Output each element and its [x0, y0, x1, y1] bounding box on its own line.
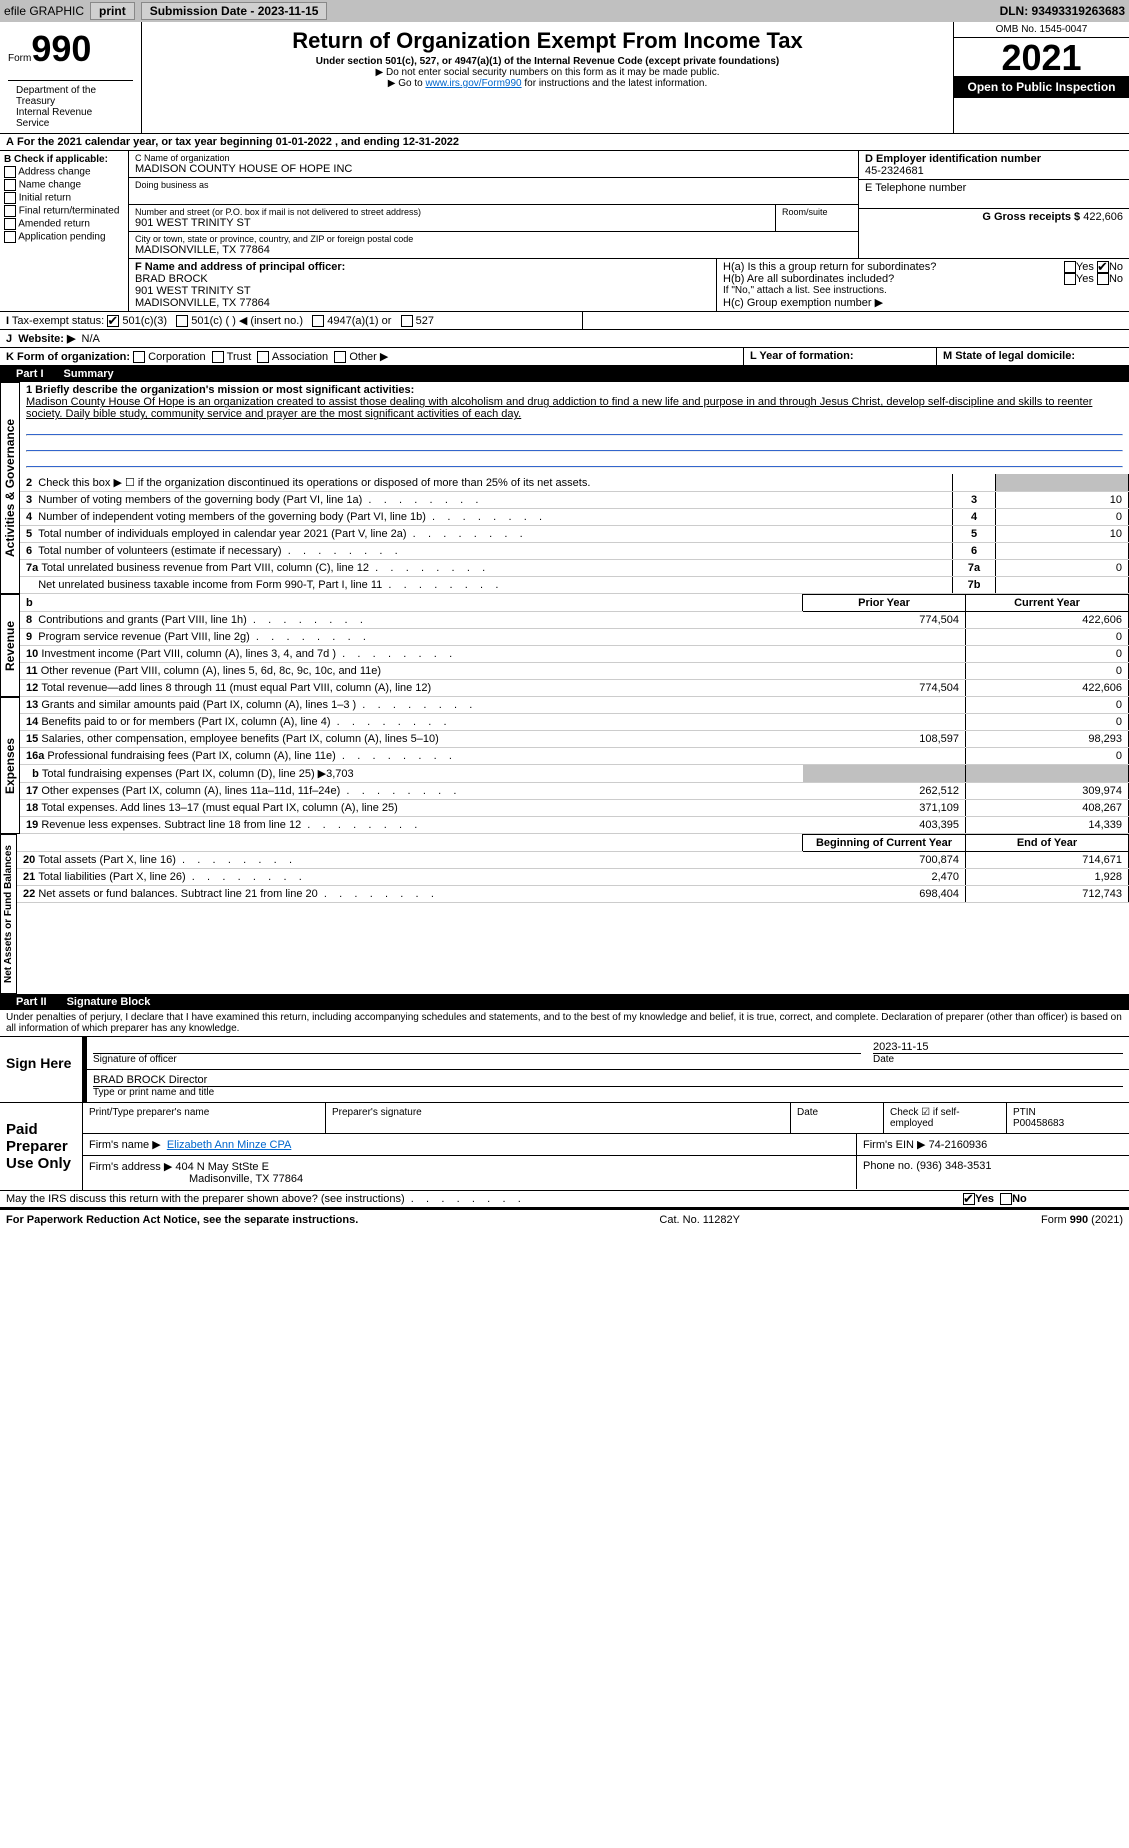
website-value: N/A — [82, 333, 100, 345]
irs-link[interactable]: www.irs.gov/Form990 — [425, 78, 521, 89]
form-id: Form990 Department of the Treasury Inter… — [0, 22, 142, 133]
firm-name-link[interactable]: Elizabeth Ann Minze CPA — [167, 1139, 292, 1151]
irs-link-line: ▶ Go to www.irs.gov/Form990 for instruct… — [146, 78, 949, 89]
street-address: 901 WEST TRINITY ST — [135, 217, 769, 229]
org-name: MADISON COUNTY HOUSE OF HOPE INC — [135, 163, 852, 175]
vlabel-netassets: Net Assets or Fund Balances — [0, 834, 17, 994]
firm-address: 404 N May StSte E — [175, 1161, 269, 1173]
dept-irs: Internal Revenue Service — [16, 107, 125, 129]
ein-label: D Employer identification number — [865, 153, 1123, 165]
self-employed-check: Check ☑ if self-employed — [884, 1103, 1007, 1133]
officer-label: F Name and address of principal officer: — [135, 261, 710, 273]
mission-text: Madison County House Of Hope is an organ… — [26, 396, 1123, 420]
officer-signature-name: BRAD BROCK Director — [93, 1074, 1123, 1086]
part1-header: Part I Summary — [0, 366, 1129, 382]
form-year-block: OMB No. 1545-0047 2021 Open to Public In… — [954, 22, 1129, 133]
city-address: MADISONVILLE, TX 77864 — [135, 244, 852, 256]
vlabel-governance: Activities & Governance — [0, 382, 20, 594]
perjury-declaration: Under penalties of perjury, I declare th… — [0, 1010, 1129, 1037]
ein-value: 45-2324681 — [865, 165, 1123, 177]
mission-label: 1 Briefly describe the organization's mi… — [26, 384, 1123, 396]
omb-number: OMB No. 1545-0047 — [954, 22, 1129, 38]
firm-ein: 74-2160936 — [929, 1139, 988, 1151]
ssn-warning: ▶ Do not enter social security numbers o… — [146, 67, 949, 78]
catalog-number: Cat. No. 11282Y — [659, 1214, 740, 1226]
topbar: efile GRAPHIC print Submission Date - 20… — [0, 0, 1129, 22]
phone-label: E Telephone number — [865, 182, 1123, 194]
netassets-table: Beginning of Current YearEnd of Year 20 … — [17, 834, 1129, 903]
vlabel-revenue: Revenue — [0, 594, 20, 697]
irs-discuss-question: May the IRS discuss this return with the… — [6, 1193, 521, 1205]
page-footer: For Paperwork Reduction Act Notice, see … — [0, 1210, 1129, 1230]
submission-date: Submission Date - 2023-11-15 — [141, 2, 328, 20]
tax-year: 2021 — [954, 38, 1129, 76]
signature-date: 2023-11-15 — [873, 1041, 1123, 1053]
ptin-value: P00458683 — [1013, 1118, 1123, 1129]
form-subtitle: Under section 501(c), 527, or 4947(a)(1)… — [146, 56, 949, 67]
officer-name: BRAD BROCK — [135, 273, 710, 285]
hc-label: H(c) Group exemption number ▶ — [723, 296, 1123, 309]
dept-treasury: Department of the Treasury — [16, 85, 125, 107]
year-formation: L Year of formation: — [750, 350, 854, 362]
efile-label: efile GRAPHIC — [4, 4, 84, 18]
org-name-label: C Name of organization — [135, 153, 852, 163]
public-inspection-badge: Open to Public Inspection — [954, 76, 1129, 98]
form-title: Return of Organization Exempt From Incom… — [146, 28, 949, 54]
print-button[interactable]: print — [90, 2, 135, 20]
ha-question: H(a) Is this a group return for subordin… — [723, 261, 1064, 273]
gross-receipts: 422,606 — [1083, 211, 1123, 223]
part2-header: Part II Signature Block — [0, 994, 1129, 1010]
expenses-table: 13 Grants and similar amounts paid (Part… — [20, 697, 1129, 834]
dba-label: Doing business as — [135, 180, 852, 190]
firm-phone: (936) 348-3531 — [916, 1160, 991, 1172]
sign-here-label: Sign Here — [0, 1037, 82, 1102]
hb-question: H(b) Are all subordinates included? — [723, 273, 1064, 285]
form-title-block: Return of Organization Exempt From Incom… — [142, 22, 954, 133]
governance-table: 2 Check this box ▶ ☐ if the organization… — [20, 474, 1129, 594]
vlabel-expenses: Expenses — [0, 697, 20, 834]
paid-preparer-label: Paid Preparer Use Only — [0, 1103, 82, 1190]
state-domicile: M State of legal domicile: — [943, 350, 1075, 362]
section-b-checkboxes: B Check if applicable: Address change Na… — [0, 151, 129, 311]
revenue-table: bPrior YearCurrent Year 8 Contributions … — [20, 594, 1129, 697]
line-a: For the 2021 calendar year, or tax year … — [17, 136, 459, 148]
dln: DLN: 93493319263683 — [1000, 4, 1125, 18]
